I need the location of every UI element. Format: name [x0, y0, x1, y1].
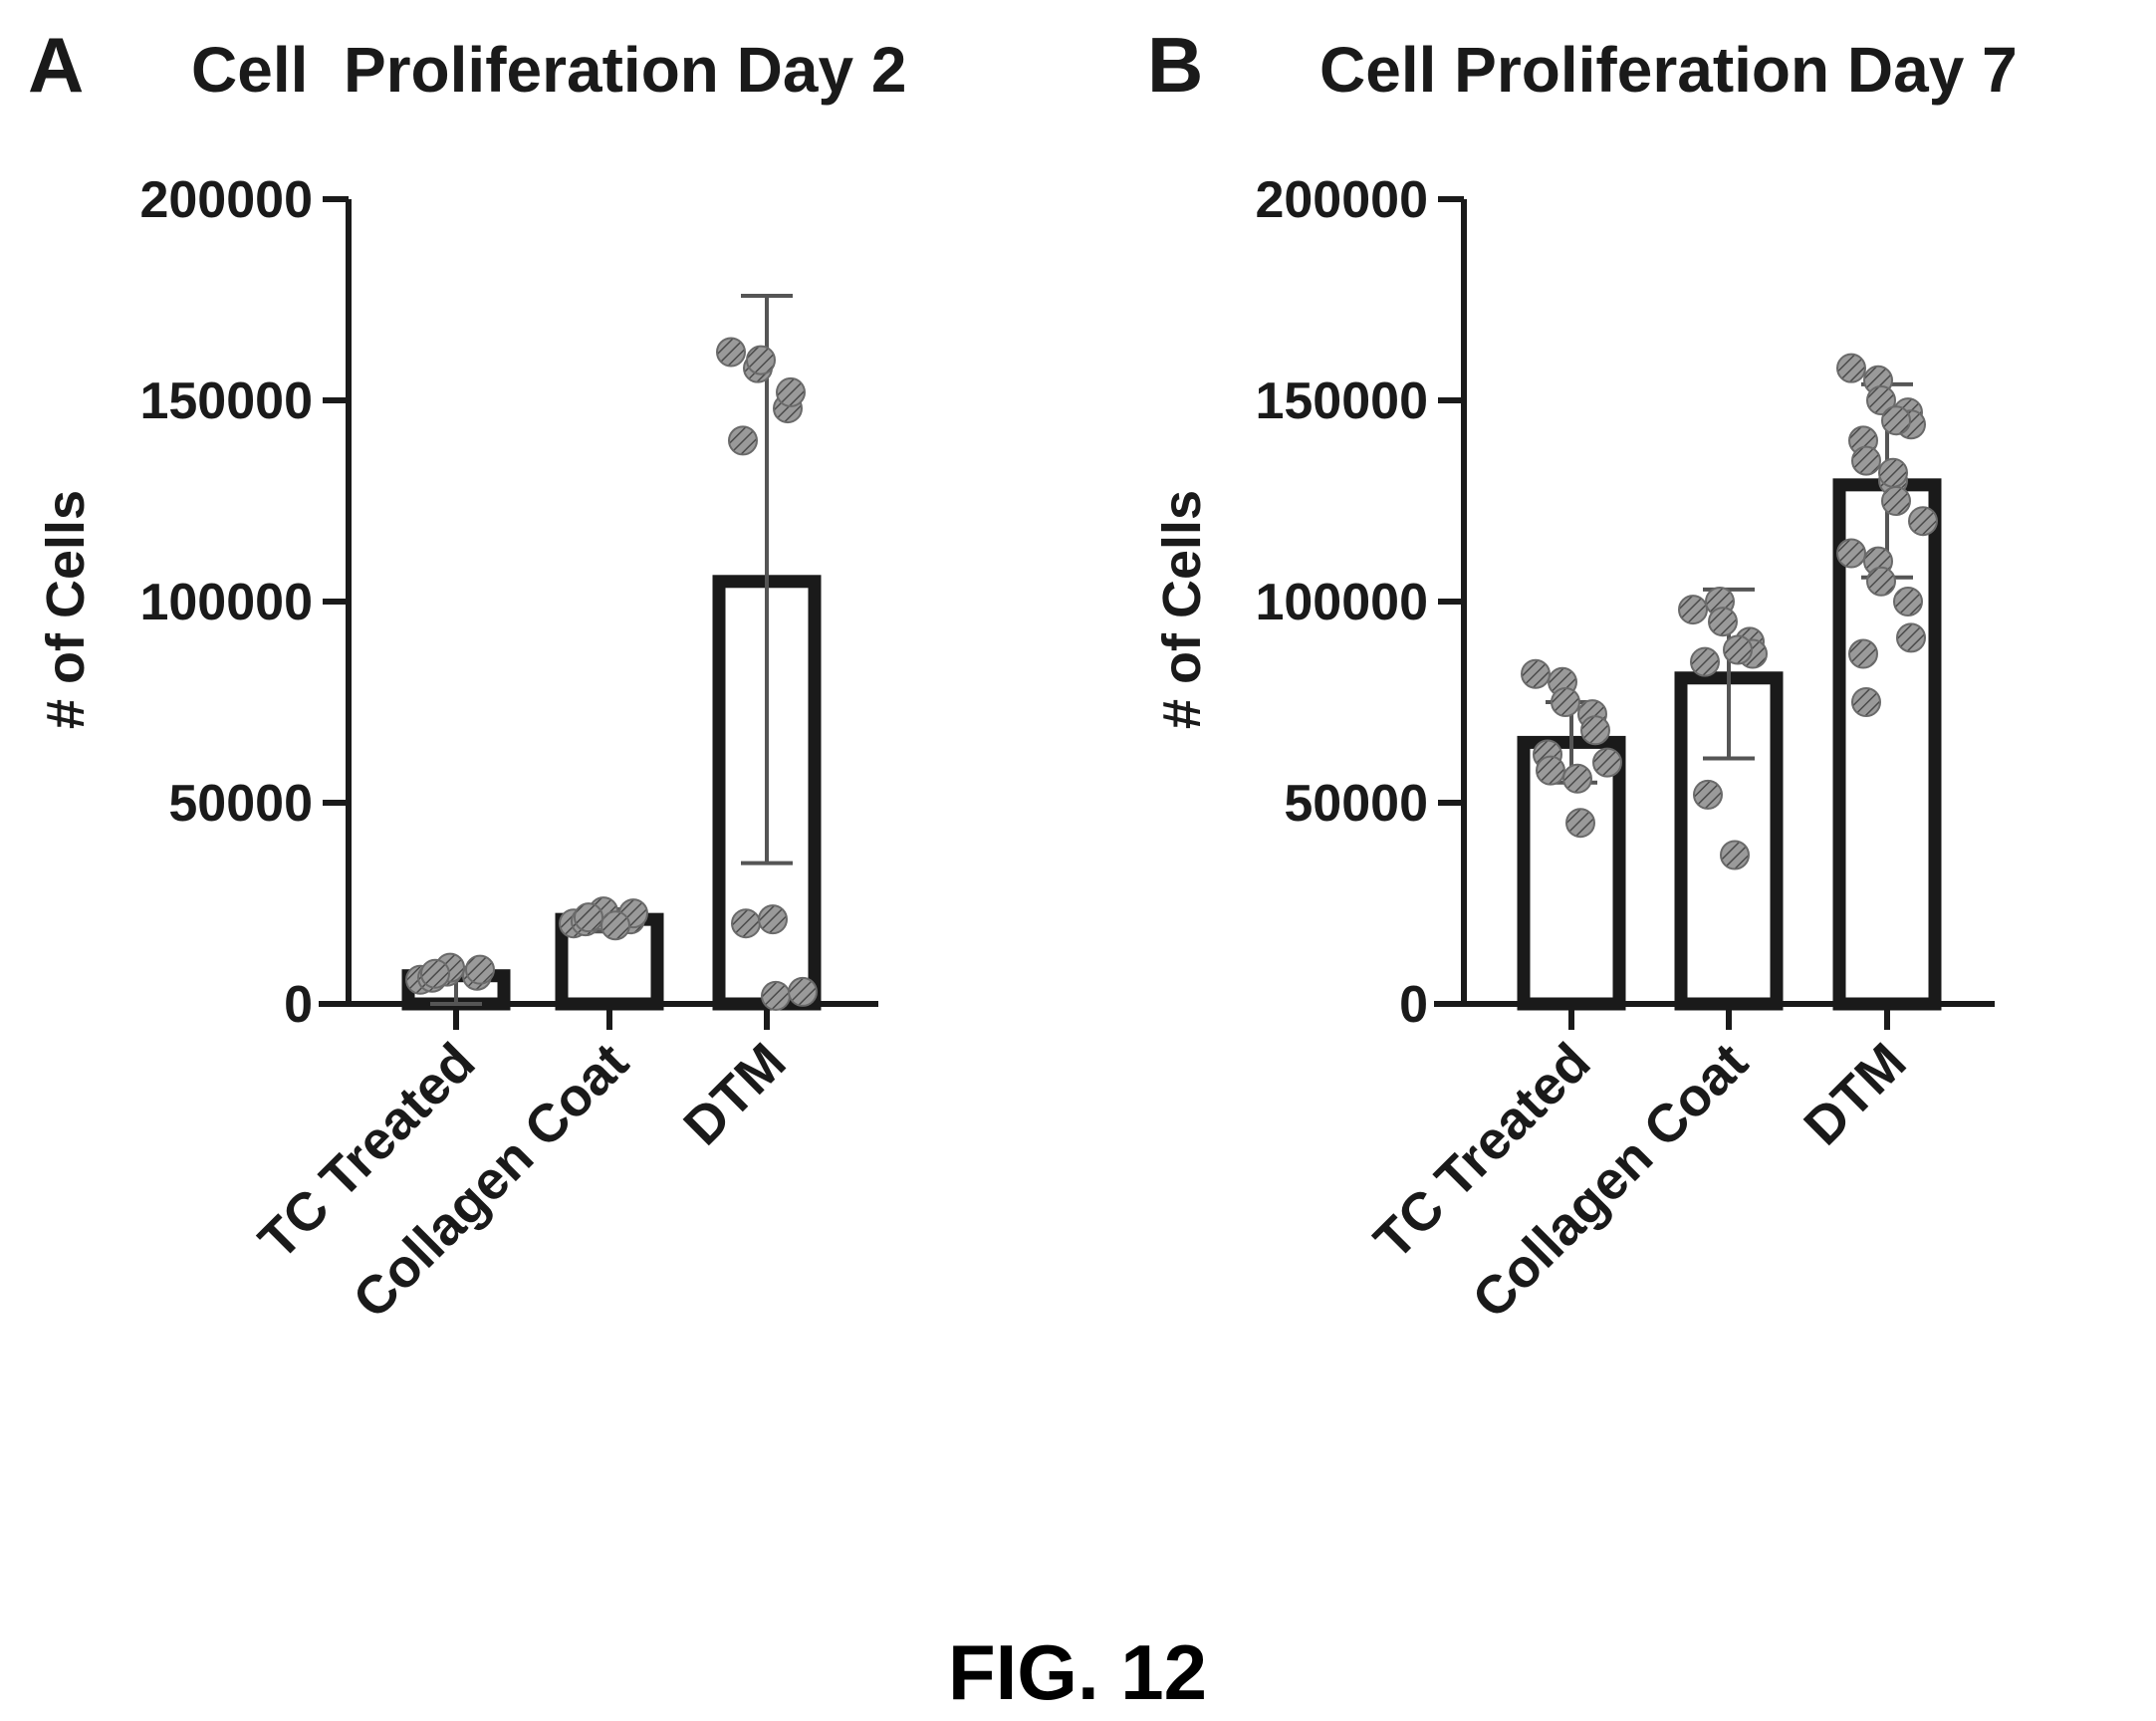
- panel-b-data-point: [1690, 646, 1720, 677]
- panel-b-data-point: [1836, 538, 1866, 569]
- panel-a-data-point: [746, 345, 776, 375]
- panel-a-y-tick-label: 150000: [139, 372, 313, 430]
- panel-a-data-point: [600, 910, 630, 941]
- panel-b-y-tick-label: 100000: [1255, 574, 1428, 631]
- panel-b-y-tick-label: 150000: [1255, 372, 1428, 430]
- panel-b-title: Cell Proliferation Day 7: [1319, 34, 2018, 106]
- panel-a-y-tick-label: 100000: [139, 574, 313, 631]
- panel-b-y-axis-label: # of Cells: [1152, 490, 1212, 729]
- panel-b-data-point: [1723, 634, 1753, 665]
- panel-b-data-point: [1896, 622, 1926, 653]
- panel-b-data-point: [1678, 595, 1708, 625]
- panel-a-data-point: [758, 904, 788, 935]
- panel-a-category-label: Collagen Coat: [342, 1032, 639, 1330]
- panel-b-data-point: [1836, 353, 1866, 383]
- panel-a-data-point: [776, 376, 806, 407]
- panel-b-y-tick-label: 200000: [1255, 171, 1428, 229]
- panel-b-data-point: [1551, 687, 1580, 717]
- panel-b-y-tick-label: 0: [1399, 976, 1428, 1034]
- panel-a-data-point: [420, 958, 450, 989]
- panel-b-data-point: [1720, 840, 1750, 870]
- panel-b-data-point: [1848, 638, 1878, 669]
- figure-caption: FIG. 12: [948, 1628, 1207, 1716]
- panel-b-data-point: [1881, 405, 1911, 436]
- panel-b-data-point: [1908, 506, 1938, 537]
- panel-b-data-point: [1693, 779, 1723, 810]
- panel-a-y-tick-label: 200000: [139, 171, 313, 229]
- panel-b-data-point: [1562, 763, 1592, 794]
- panel-a-y-tick-label: 50000: [168, 775, 313, 833]
- panel-b-data-point: [1893, 587, 1923, 616]
- panel-b-data-point: [1866, 385, 1896, 415]
- panel-a: A Cell Proliferation Day 2 # of Cells 0 5…: [28, 21, 906, 1330]
- panel-b-category-label: Collagen Coat: [1461, 1032, 1759, 1330]
- panel-a-title: Cell Proliferation Day 2: [191, 34, 906, 106]
- panel-a-y-tick-label: 0: [284, 976, 313, 1034]
- panel-b-data-point: [1851, 687, 1881, 717]
- panel-b-data-point: [1708, 607, 1738, 637]
- panel-b-data-point: [1878, 457, 1908, 488]
- panel-b-data-point: [1580, 715, 1610, 746]
- panel-a-data-point: [465, 954, 495, 985]
- panel-b-data-point: [1881, 486, 1911, 516]
- panel-b-data-point: [1866, 566, 1896, 597]
- panel-a-data-point: [728, 425, 758, 456]
- panel-a-data-point: [731, 908, 761, 939]
- panel-b-data-point: [1536, 755, 1565, 786]
- panel-a-data-point: [716, 337, 746, 368]
- panel-a-data-point: [574, 902, 603, 933]
- panel-a-y-axis-label: # of Cells: [36, 490, 96, 729]
- panel-a-data-point: [761, 980, 791, 1011]
- panel-a-letter: A: [28, 21, 84, 109]
- panel-a-category-label: DTM: [672, 1032, 797, 1156]
- panel-b-data-point: [1592, 747, 1622, 778]
- panel-b-data-point: [1851, 445, 1881, 476]
- panel-b-data-point: [1521, 658, 1551, 689]
- panel-a-data-point: [788, 976, 818, 1007]
- panel-b-data-point: [1565, 808, 1595, 839]
- panel-b-y-tick-label: 50000: [1284, 775, 1428, 833]
- panel-b-category-label: DTM: [1793, 1032, 1917, 1156]
- panel-b-letter: B: [1147, 21, 1203, 109]
- panel-b: B Cell Proliferation Day 7 # of Cells 0 5…: [1147, 21, 2018, 1330]
